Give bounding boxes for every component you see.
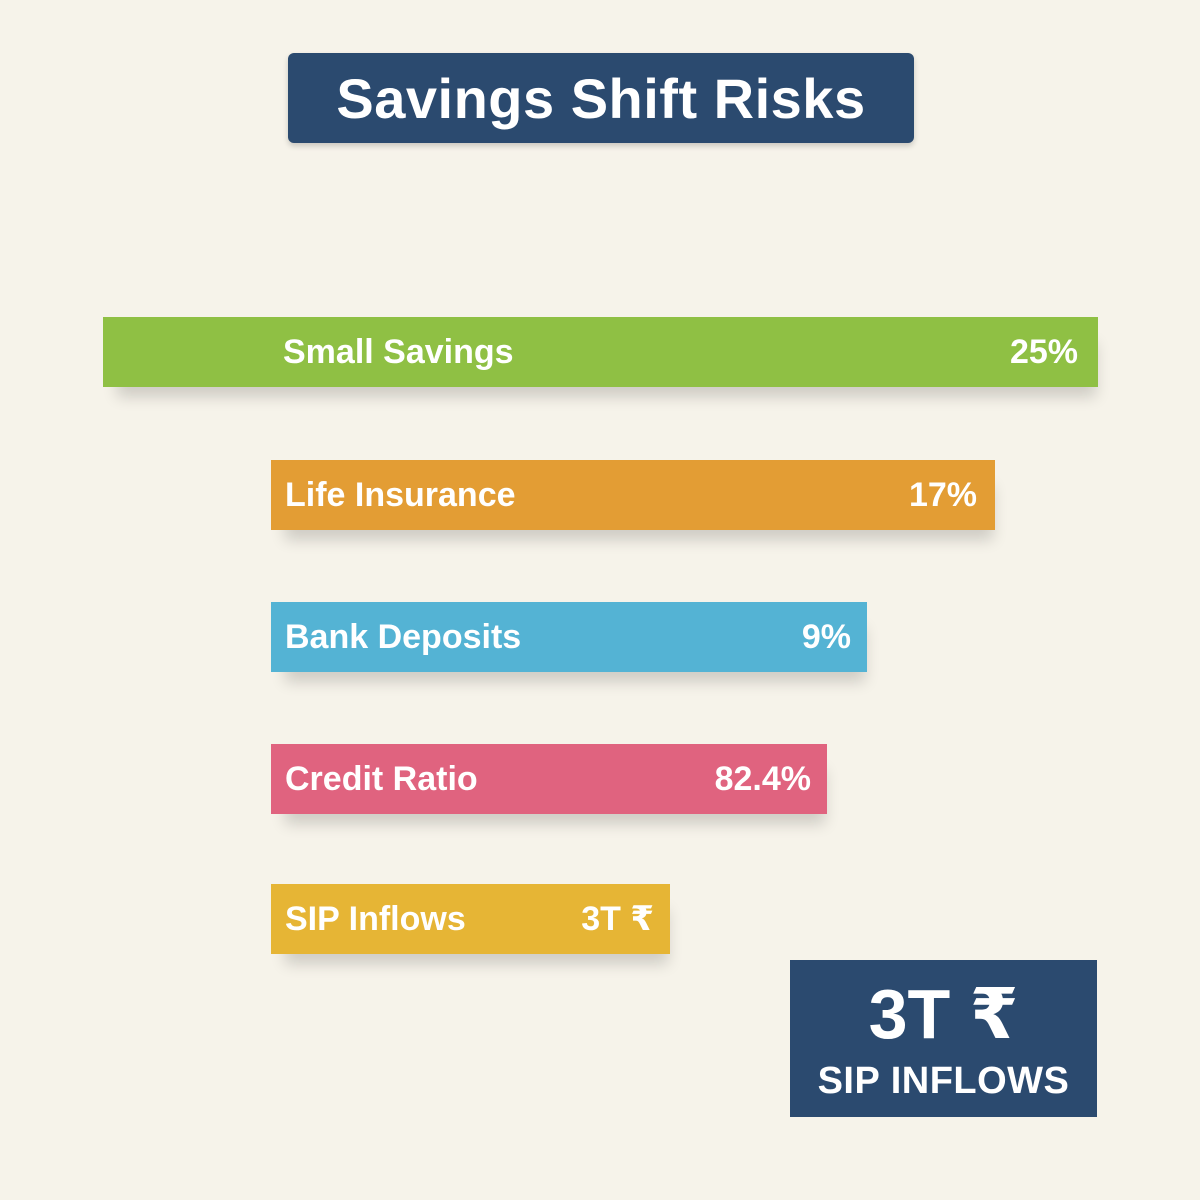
callout-label: SIP INFLOWS xyxy=(817,1060,1070,1102)
sip-callout-box: 3T ₹ SIP INFLOWS xyxy=(790,960,1097,1117)
bar-value-label: 9% xyxy=(801,618,851,656)
bar-label: Life Insurance xyxy=(285,476,516,514)
bar-label: Bank Deposits xyxy=(285,618,522,656)
bar-label: Credit Ratio xyxy=(285,760,478,798)
bar-bank-deposits: Bank Deposits 9% xyxy=(271,602,867,672)
bar-value-label: 3T ₹ xyxy=(581,900,654,938)
bar-value-label: 17% xyxy=(908,476,977,514)
callout-value: 3T ₹ xyxy=(868,975,1019,1053)
bar-small-savings: Small Savings 25% xyxy=(103,317,1098,387)
bar-label: Small Savings xyxy=(283,333,514,371)
bar-value-label: 82.4% xyxy=(714,760,811,798)
bar-label: SIP Inflows xyxy=(285,900,466,938)
bar-credit-ratio: Credit Ratio 82.4% xyxy=(271,744,827,814)
bar-value-label: 25% xyxy=(1009,333,1078,371)
bar-sip-inflows: SIP Inflows 3T ₹ xyxy=(271,884,670,954)
chart-title-box: Savings Shift Risks xyxy=(288,53,914,143)
bar-life-insurance: Life Insurance 17% xyxy=(271,460,995,530)
chart-title: Savings Shift Risks xyxy=(336,66,866,130)
